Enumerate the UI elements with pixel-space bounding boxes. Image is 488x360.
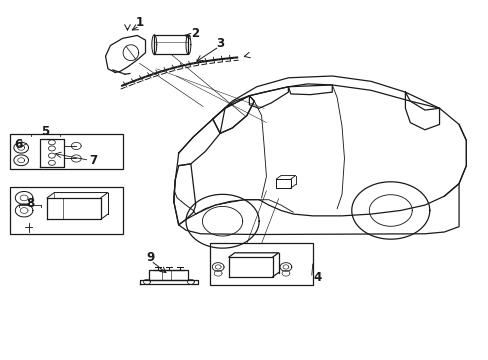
Text: 3: 3 — [216, 37, 224, 50]
Bar — [10, 187, 122, 234]
Text: 1: 1 — [135, 16, 143, 29]
Text: 6: 6 — [14, 138, 22, 150]
Text: 2: 2 — [190, 27, 199, 40]
Bar — [210, 243, 312, 285]
Text: 9: 9 — [146, 251, 155, 264]
Bar — [276, 179, 290, 188]
Bar — [10, 134, 122, 169]
Text: 7: 7 — [89, 154, 97, 167]
Text: 5: 5 — [41, 125, 50, 138]
Text: 8: 8 — [26, 197, 34, 210]
Text: 4: 4 — [313, 271, 321, 284]
